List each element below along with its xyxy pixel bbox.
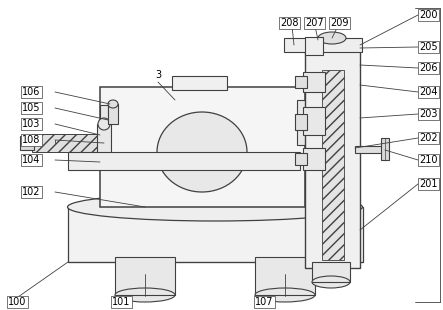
Bar (303, 72, 325, 92)
Text: 105: 105 (22, 103, 40, 113)
Text: 207: 207 (305, 18, 324, 28)
Ellipse shape (67, 193, 362, 221)
Bar (322, 70, 344, 260)
Text: 205: 205 (419, 42, 438, 52)
Text: 209: 209 (330, 18, 349, 28)
Text: 204: 204 (419, 87, 438, 97)
Bar (303, 38, 362, 52)
Ellipse shape (108, 100, 118, 108)
Bar (295, 153, 307, 165)
Text: 210: 210 (419, 155, 438, 165)
Bar (20, 136, 34, 150)
Text: 201: 201 (419, 179, 438, 189)
Bar (108, 104, 118, 124)
Text: 200: 200 (419, 10, 438, 20)
Bar (297, 100, 309, 115)
Bar (100, 87, 305, 207)
Bar (303, 107, 325, 135)
Text: 103: 103 (22, 119, 40, 129)
Bar (312, 262, 350, 282)
Bar (381, 138, 389, 160)
Bar (115, 257, 175, 295)
Bar (284, 38, 306, 52)
Text: 106: 106 (22, 87, 40, 97)
Bar (303, 148, 325, 170)
Bar (100, 105, 108, 125)
Bar (97, 124, 111, 162)
Ellipse shape (115, 288, 175, 302)
Text: 108: 108 (22, 135, 40, 145)
Bar (32, 134, 104, 152)
Bar (295, 76, 307, 88)
Text: 206: 206 (419, 63, 438, 73)
Text: 203: 203 (419, 109, 438, 119)
Text: 202: 202 (419, 133, 438, 143)
Text: 104: 104 (22, 155, 40, 165)
Ellipse shape (97, 157, 111, 167)
Bar (68, 152, 300, 170)
Ellipse shape (318, 32, 346, 44)
Bar (305, 37, 323, 55)
Bar (68, 207, 363, 262)
Ellipse shape (98, 118, 110, 130)
Text: 3: 3 (155, 70, 161, 80)
Bar (255, 257, 315, 295)
Text: 101: 101 (112, 297, 130, 307)
Bar (172, 76, 227, 90)
Bar (100, 133, 108, 155)
Ellipse shape (312, 276, 350, 288)
Text: 107: 107 (255, 297, 273, 307)
Ellipse shape (255, 288, 315, 302)
Ellipse shape (157, 112, 247, 192)
Bar (305, 48, 360, 268)
Bar (355, 146, 385, 153)
Bar (295, 114, 307, 130)
Bar (297, 127, 309, 145)
Text: 208: 208 (280, 18, 299, 28)
Text: 102: 102 (22, 187, 40, 197)
Text: 100: 100 (8, 297, 27, 307)
